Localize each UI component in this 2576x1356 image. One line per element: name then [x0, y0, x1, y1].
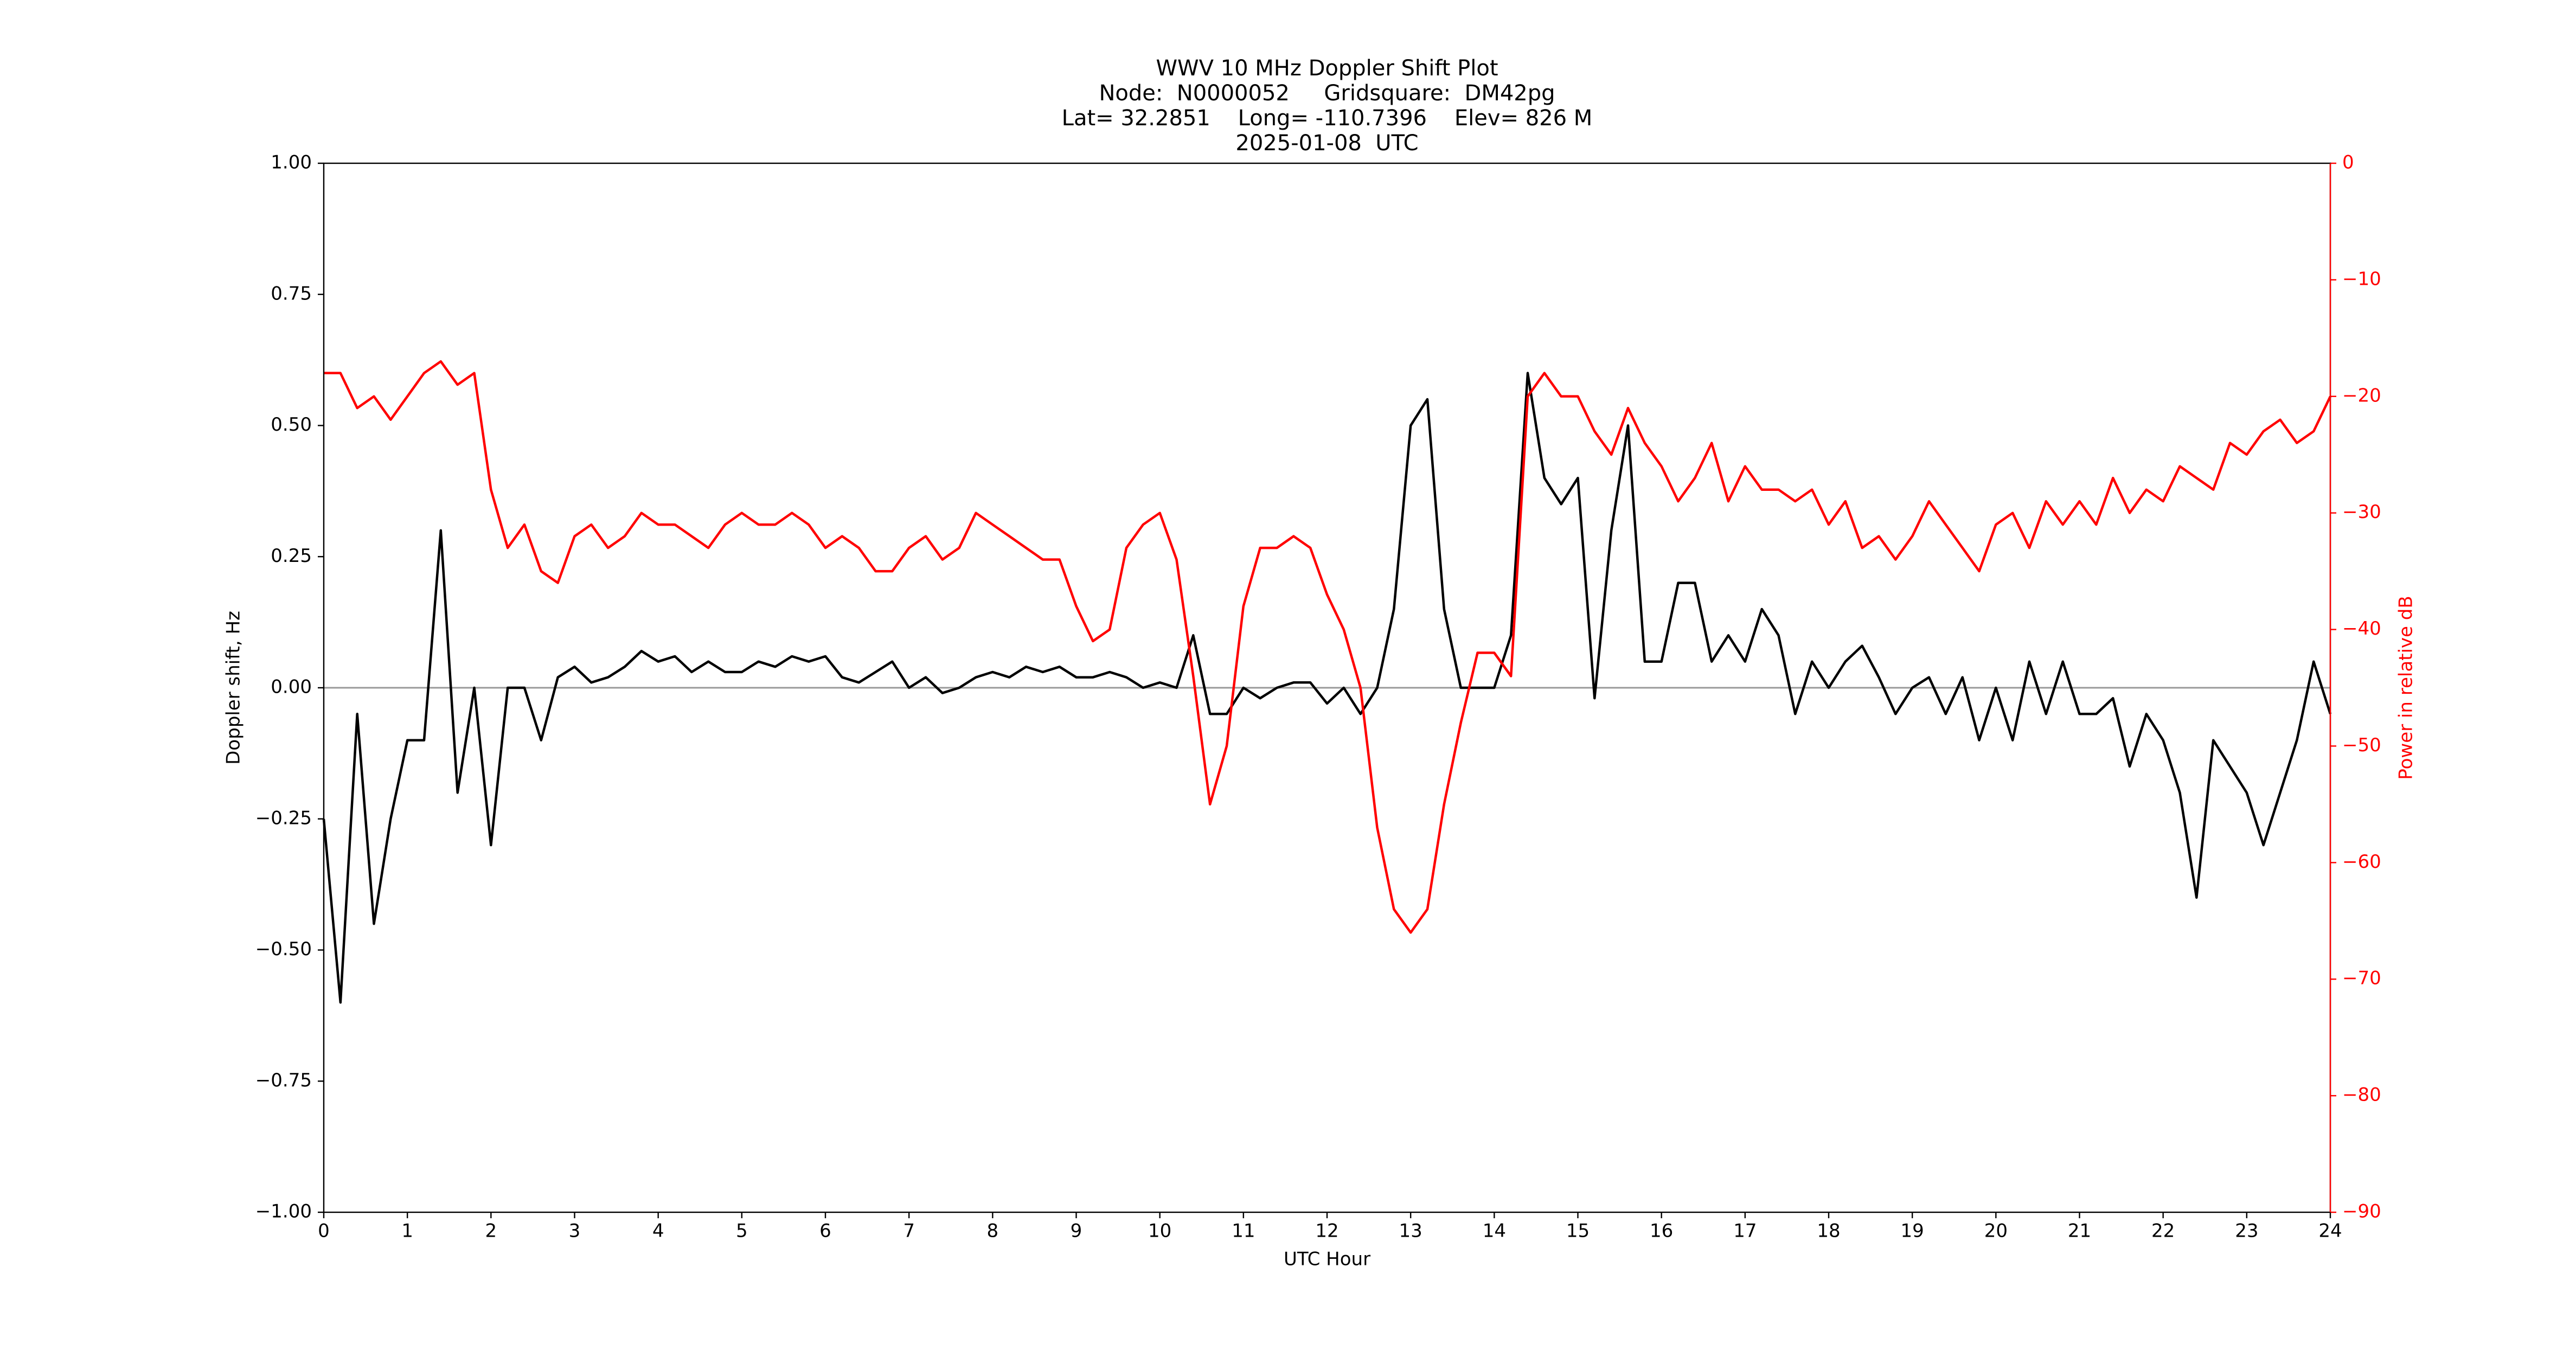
x-tick-label: 1: [401, 1220, 413, 1242]
x-tick-label: 15: [1566, 1220, 1590, 1242]
x-tick-label: 14: [1483, 1220, 1506, 1242]
x-tick-label: 9: [1071, 1220, 1082, 1242]
y-tick-label: −0.50: [255, 938, 312, 960]
x-tick-label: 5: [736, 1220, 748, 1242]
y2-tick-label: −30: [2342, 501, 2381, 523]
x-tick-label: 24: [2318, 1220, 2342, 1242]
x-tick-label: 21: [2068, 1220, 2091, 1242]
y-tick-label: 1.00: [271, 152, 312, 174]
y-tick-label: −0.75: [255, 1070, 312, 1091]
y-tick-label: −0.25: [255, 807, 312, 829]
y-tick-label: 0.25: [271, 545, 312, 567]
x-tick-label: 16: [1650, 1220, 1673, 1242]
y2-tick-label: 0: [2342, 152, 2354, 174]
chart-title: WWV 10 MHz Doppler Shift Plot: [1156, 56, 1498, 81]
x-tick-label: 12: [1315, 1220, 1338, 1242]
x-tick-label: 6: [819, 1220, 831, 1242]
x-tick-label: 0: [318, 1220, 330, 1242]
y-axis-label: Doppler shift, Hz: [223, 611, 245, 765]
x-tick-label: 23: [2235, 1220, 2258, 1242]
x-tick-label: 19: [1901, 1220, 1924, 1242]
y-tick-label: 0.00: [271, 676, 312, 698]
y2-tick-label: −40: [2342, 618, 2381, 639]
y2-tick-label: −90: [2342, 1201, 2381, 1223]
chart-title: Lat= 32.2851 Long= -110.7396 Elev= 826 M: [1062, 106, 1593, 131]
x-tick-label: 17: [1733, 1220, 1757, 1242]
y-tick-label: 0.50: [271, 414, 312, 436]
x-tick-label: 22: [2151, 1220, 2175, 1242]
x-tick-label: 8: [987, 1220, 999, 1242]
y2-tick-label: −20: [2342, 385, 2381, 406]
chart-title: 2025-01-08 UTC: [1235, 131, 1418, 156]
x-tick-label: 11: [1232, 1220, 1255, 1242]
y2-tick-label: −50: [2342, 734, 2381, 756]
y2-tick-label: −70: [2342, 968, 2381, 989]
y-tick-label: 0.75: [271, 283, 312, 304]
y2-tick-label: −60: [2342, 851, 2381, 873]
y2-axis-label: Power in relative dB: [2395, 596, 2417, 779]
x-tick-label: 4: [652, 1220, 664, 1242]
x-axis-label: UTC Hour: [1284, 1249, 1370, 1270]
x-tick-label: 18: [1817, 1220, 1840, 1242]
x-tick-label: 3: [569, 1220, 581, 1242]
y2-tick-label: −80: [2342, 1084, 2381, 1106]
x-tick-label: 20: [1984, 1220, 2008, 1242]
data-line: [324, 360, 2332, 934]
x-tick-label: 10: [1148, 1220, 1171, 1242]
data-line: [322, 372, 2332, 1004]
y2-tick-label: −10: [2342, 268, 2381, 290]
x-tick-label: 13: [1399, 1220, 1422, 1242]
y-tick-label: −1.00: [255, 1201, 312, 1223]
x-tick-label: 7: [903, 1220, 915, 1242]
chart-title: Node: N0000052 Gridsquare: DM42pg: [1099, 81, 1555, 106]
x-tick-label: 2: [485, 1220, 497, 1242]
